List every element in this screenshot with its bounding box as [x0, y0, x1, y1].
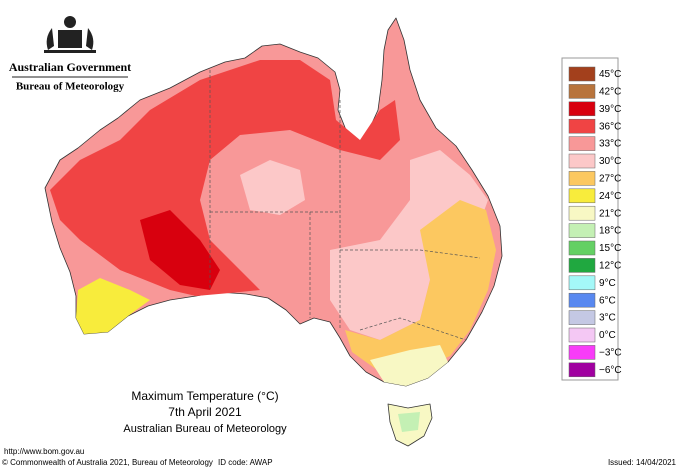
legend-label: 12°C [599, 261, 621, 272]
region-21 [370, 345, 448, 386]
legend-swatch [568, 258, 596, 273]
legend-swatch [568, 171, 596, 186]
legend-label: 24°C [599, 191, 621, 202]
region-39 [140, 210, 220, 290]
legend-label: 18°C [599, 226, 621, 237]
region-24 [76, 278, 150, 334]
legend-label: 9°C [599, 278, 616, 289]
legend-swatch [568, 275, 596, 291]
legend-swatch [568, 205, 596, 221]
agency-name: Bureau of Meteorology [16, 81, 125, 93]
legend-swatch [568, 153, 596, 169]
legend-swatch [568, 66, 596, 82]
copyright: © Commonwealth of Australia 2021, Bureau… [2, 458, 213, 467]
legend-label: −3°C [599, 348, 622, 359]
australia-map [44, 17, 503, 447]
legend-label: 33°C [599, 139, 621, 150]
legend-label: −6°C [599, 365, 622, 376]
map-source: Australian Bureau of Meteorology [123, 423, 287, 435]
legend-label: 45°C [599, 69, 621, 80]
legend-swatch [568, 188, 596, 204]
id-code: ID code: AWAP [218, 458, 273, 467]
legend-swatch [568, 310, 596, 325]
legend-label: 36°C [599, 121, 621, 132]
legend-label: 0°C [599, 330, 616, 341]
region-30 [330, 150, 488, 340]
legend-label: 39°C [599, 104, 621, 115]
region-30-inland [240, 160, 305, 215]
legend-swatch [568, 327, 596, 343]
legend-swatch [568, 240, 596, 256]
legend-swatch [568, 84, 596, 99]
legend: 45°C 42°C 39°C 36°C 33°C 30°C 27°C 24°C 21°C 18°C… [568, 66, 622, 378]
issued: Issued: 14/04/2021 [608, 458, 677, 467]
legend-swatch [568, 101, 596, 117]
legend-label: 21°C [599, 208, 621, 219]
legend-swatch [568, 362, 596, 378]
legend-swatch [568, 292, 596, 308]
legend-label: 6°C [599, 295, 616, 306]
url: http://www.bom.gov.au [4, 447, 84, 456]
region-27 [345, 200, 496, 372]
legend-swatch [568, 118, 596, 134]
legend-label: 27°C [599, 174, 621, 185]
map-title: Maximum Temperature (°C) [131, 389, 278, 403]
region-36 [50, 60, 400, 296]
legend-swatch [568, 223, 596, 238]
tasmania-cool [398, 412, 420, 432]
crest [44, 16, 96, 53]
legend-label: 15°C [599, 243, 621, 254]
government-name: Australian Government [9, 60, 131, 74]
legend-label: 30°C [599, 156, 621, 167]
legend-label: 3°C [599, 313, 616, 324]
legend-swatch [568, 345, 596, 360]
legend-label: 42°C [599, 87, 621, 98]
map-date: 7th April 2021 [168, 405, 242, 419]
legend-swatch [568, 136, 596, 151]
state-borders [209, 70, 481, 341]
